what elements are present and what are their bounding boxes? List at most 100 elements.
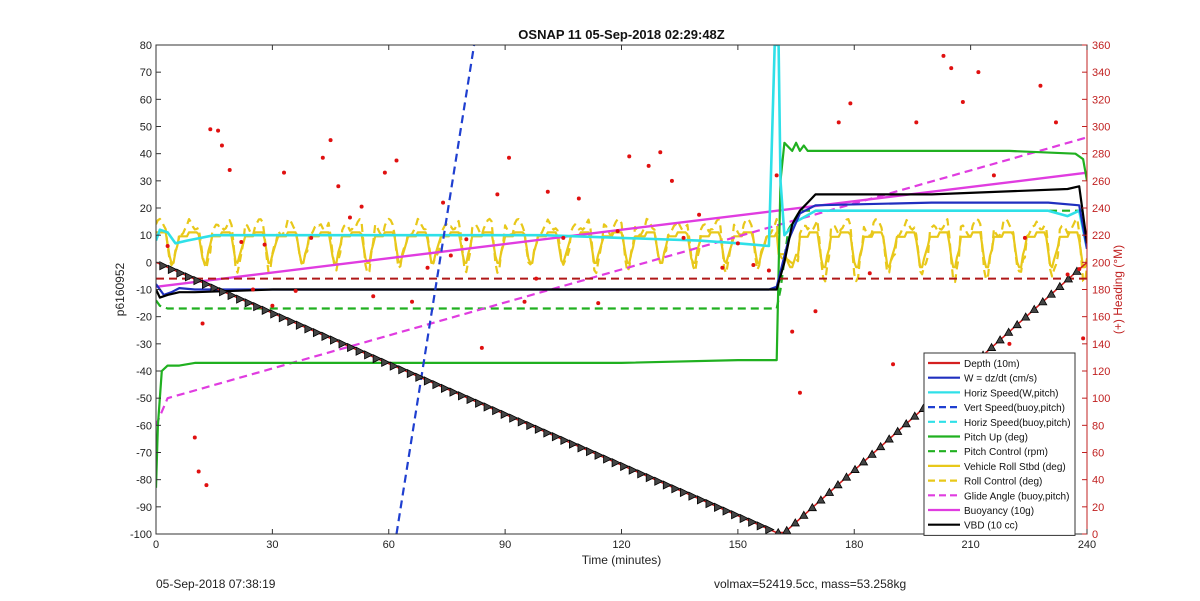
depth-marker — [278, 313, 289, 323]
axes: 0 30 60 90 120 150 180 210 240-100-90-80-70-60-5… — [113, 27, 1125, 567]
depth-marker — [458, 391, 468, 401]
depth-marker — [483, 402, 493, 412]
heading-point — [836, 120, 841, 125]
heading-point — [410, 299, 415, 304]
heading-point — [371, 294, 376, 299]
depth-marker — [551, 432, 562, 442]
depth-marker — [850, 464, 860, 473]
depth-marker — [159, 261, 169, 271]
depth-marker — [1029, 304, 1039, 313]
heading-point — [1053, 120, 1058, 125]
depth-marker — [406, 368, 417, 379]
depth-marker — [423, 376, 434, 386]
heading-point — [196, 469, 201, 474]
depth-marker — [1021, 312, 1031, 321]
heading-point — [596, 301, 601, 306]
depth-marker — [253, 301, 263, 312]
heading-point — [270, 303, 275, 308]
depth-marker — [739, 513, 749, 524]
y-tick-label: -90 — [136, 502, 152, 514]
depth-marker — [628, 465, 639, 475]
heading-point — [262, 242, 267, 247]
legend-box — [923, 352, 1076, 536]
depth-marker — [312, 327, 323, 338]
depth-marker — [756, 521, 767, 531]
depth-marker — [722, 506, 732, 516]
y-tick-label: 60 — [140, 94, 152, 106]
depth-marker — [244, 298, 254, 308]
y-right-tick-label: 180 — [1092, 285, 1110, 297]
heading-point — [347, 215, 352, 220]
depth-marker — [347, 342, 357, 353]
depth-marker — [645, 472, 656, 483]
depth-marker — [449, 387, 459, 397]
depth-marker — [415, 372, 425, 382]
depth-marker — [714, 502, 724, 512]
heading-point — [561, 235, 566, 240]
y-right-tick-label: 40 — [1092, 475, 1104, 487]
depth-marker — [1038, 297, 1048, 306]
y-right-tick-label: 240 — [1092, 203, 1110, 215]
depth-marker — [432, 380, 442, 390]
y-tick-label: 80 — [140, 40, 152, 52]
depth-marker — [731, 510, 741, 520]
heading-point — [790, 329, 795, 334]
depth-marker — [611, 458, 621, 468]
heading-point — [394, 158, 399, 163]
heading-point — [448, 253, 453, 258]
x-tick-label: 180 — [845, 539, 863, 551]
depth-marker — [321, 331, 331, 341]
series-buoyancy-10g- — [156, 171, 1087, 288]
x-tick-label: 0 — [153, 539, 159, 551]
heading-point — [534, 276, 539, 281]
legend-entry: W = dz/dt (cm/s) — [964, 374, 1037, 385]
depth-marker — [184, 272, 195, 282]
heading-point — [1007, 341, 1012, 346]
heading-point — [766, 268, 771, 273]
depth-marker — [858, 457, 869, 466]
depth-marker — [603, 454, 613, 464]
depth-marker — [816, 495, 826, 504]
footer-timestamp: 05-Sep-2018 07:38:19 — [156, 577, 276, 591]
depth-marker — [1012, 319, 1022, 329]
y-tick-label: 50 — [140, 122, 152, 134]
y-tick-label: 10 — [140, 230, 152, 242]
depth-marker — [389, 361, 400, 371]
heading-point — [813, 309, 818, 314]
heading-point — [479, 345, 484, 350]
heading-point — [200, 321, 205, 326]
depth-marker — [295, 320, 306, 330]
heading-point — [293, 288, 298, 293]
depth-marker — [577, 443, 587, 453]
y-right-tick-label: 0 — [1092, 529, 1098, 541]
heading-point — [250, 287, 255, 292]
heading-point — [941, 53, 946, 58]
depth-marker — [620, 461, 630, 472]
depth-marker — [790, 518, 800, 527]
y-right-tick-label: 320 — [1092, 94, 1110, 106]
x-tick-label: 240 — [1078, 539, 1096, 551]
depth-marker — [867, 449, 877, 458]
depth-marker — [500, 409, 511, 420]
heading-point — [646, 163, 651, 168]
depth-marker — [1063, 274, 1074, 283]
heading-point — [949, 66, 954, 71]
y-tick-label: -30 — [136, 339, 152, 351]
depth-marker — [560, 435, 570, 446]
x-tick-label: 120 — [612, 539, 630, 551]
depth-marker — [662, 480, 673, 490]
legend-entry: VBD (10 cc) — [964, 521, 1018, 532]
depth-marker — [193, 275, 203, 286]
heading-point — [165, 244, 170, 249]
heading-point — [1022, 235, 1027, 240]
legend-entry: Buoyancy (10g) — [964, 506, 1034, 517]
depth-marker — [1055, 281, 1065, 290]
heading-point — [208, 127, 213, 132]
heading-point — [282, 170, 287, 175]
heading-point — [239, 239, 244, 244]
depth-marker — [398, 365, 408, 375]
heading-point — [216, 128, 221, 133]
depth-marker — [586, 446, 596, 457]
depth-marker — [492, 406, 502, 416]
y-right-tick-label: 340 — [1092, 67, 1110, 79]
